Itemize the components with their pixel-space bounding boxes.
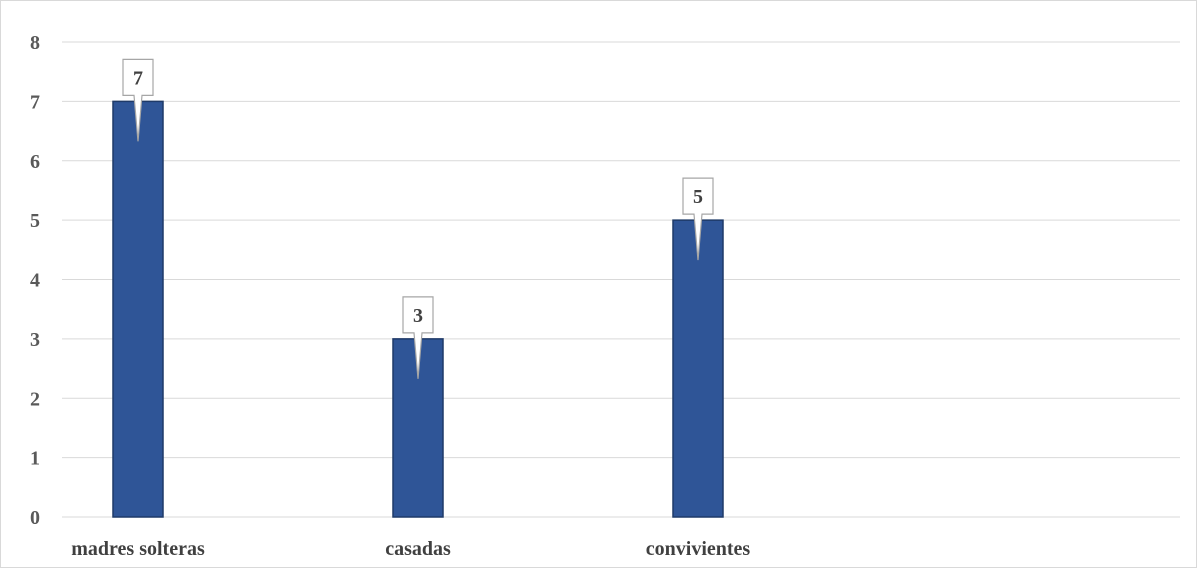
- data-label-callout: [122, 58, 154, 142]
- bar: [112, 100, 164, 518]
- y-tick-label: 4: [30, 270, 40, 292]
- data-label-callout: [402, 296, 434, 379]
- y-tick-label: 1: [30, 448, 40, 470]
- y-tick-label: 6: [30, 151, 40, 173]
- x-category-label: casadas: [385, 538, 451, 560]
- x-category-label: convivientes: [646, 538, 751, 560]
- y-axis-ticks: 0 1 2 3 4 5 6 7 8: [30, 32, 40, 529]
- data-label-value: 3: [413, 305, 423, 327]
- gridlines: [62, 41, 1180, 518]
- y-tick-label: 3: [30, 329, 40, 351]
- data-label-value: 7: [133, 67, 143, 89]
- bars: [112, 100, 724, 518]
- data-label-callout: [682, 177, 714, 261]
- data-label-value: 5: [693, 186, 703, 208]
- x-category-label: madres solteras: [71, 538, 205, 560]
- y-tick-label: 8: [30, 32, 40, 54]
- y-tick-label: 2: [30, 388, 40, 410]
- data-labels: 7 3 5: [122, 58, 714, 379]
- bar: [672, 219, 724, 518]
- x-axis-labels: madres solteras casadas convivientes: [71, 538, 750, 560]
- y-tick-label: 5: [30, 210, 40, 232]
- y-tick-label: 0: [30, 507, 40, 529]
- y-tick-label: 7: [30, 91, 40, 113]
